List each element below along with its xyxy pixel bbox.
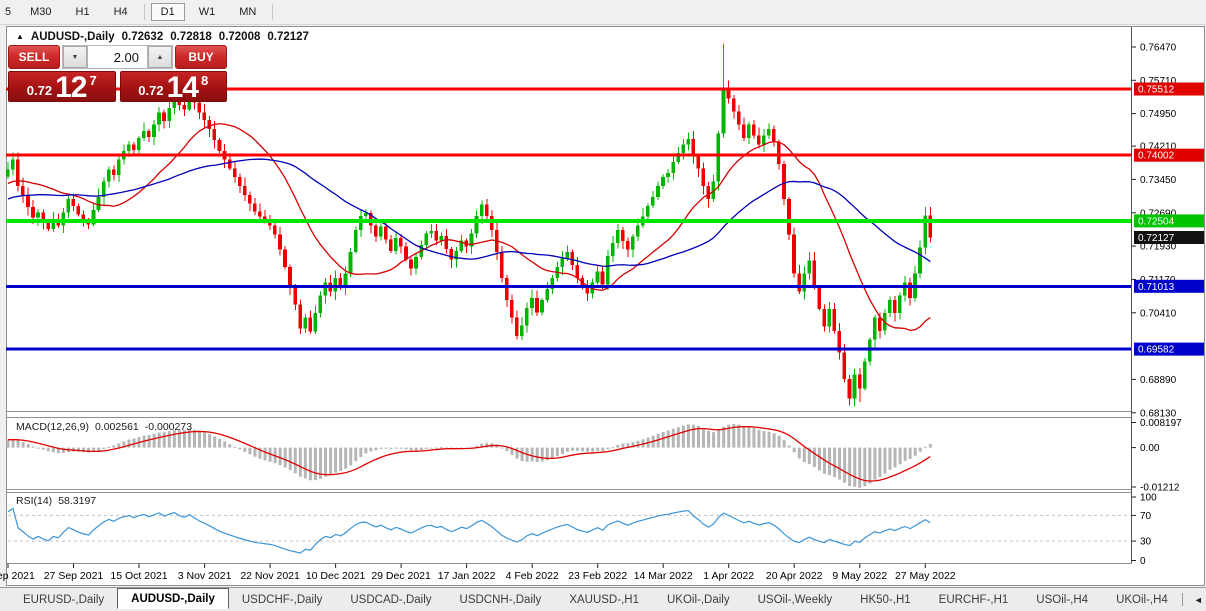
- buy-price-prefix: 0.72: [138, 83, 164, 98]
- volume-input[interactable]: [87, 46, 148, 68]
- tab-xauusd-h1[interactable]: XAUUSD-,H1: [569, 593, 639, 606]
- buy-price-tile[interactable]: 0.72 14 8: [119, 71, 227, 104]
- tab-audusd-daily[interactable]: AUDUSD-,Daily: [117, 588, 229, 609]
- ohlc-close: 0.72127: [267, 31, 309, 43]
- rsi-value: 58.3197: [58, 495, 97, 507]
- tab-usdcad-daily[interactable]: USDCAD-,Daily: [350, 593, 432, 606]
- tab-eurusd-daily[interactable]: EURUSD-,Daily: [23, 593, 105, 606]
- tab-scroll-arrows: ◄ ►: [1181, 593, 1206, 607]
- volume-spinner: ▼ ▲: [62, 45, 173, 69]
- tf-w1[interactable]: W1: [189, 3, 226, 21]
- chart-tab-bar: EURUSD-,Daily AUDUSD-,Daily USDCHF-,Dail…: [0, 587, 1206, 611]
- volume-decrease-button[interactable]: ▼: [63, 46, 87, 68]
- collapse-triangle-icon: ▲: [16, 31, 24, 41]
- macd-indicator-header: MACD(12,26,9) 0.002561 -0.000273: [16, 421, 192, 433]
- timeframe-toolbar: 5 M30 H1 H4 D1 W1 MN: [0, 0, 1206, 25]
- macd-signal-value: -0.000273: [144, 421, 193, 433]
- tab-usoil-h4[interactable]: USOil-,H4: [1036, 593, 1089, 606]
- tf-h1[interactable]: H1: [66, 3, 100, 21]
- ohlc-low: 0.72008: [218, 31, 261, 43]
- tab-hk50-h1[interactable]: HK50-,H1: [860, 593, 911, 606]
- one-click-trading-panel: SELL ▼ ▲ BUY 0.72 12 7 0.72 14 8: [8, 45, 227, 104]
- sell-price-point: 7: [89, 73, 97, 88]
- chart-window: [6, 26, 1205, 586]
- sell-price-tile[interactable]: 0.72 12 7: [8, 71, 116, 104]
- macd-title: MACD(12,26,9): [16, 421, 89, 433]
- buy-price-pips: 14: [166, 71, 199, 104]
- tf-m30[interactable]: M30: [20, 3, 61, 21]
- tab-ukoil-h4[interactable]: UKOil-,H4: [1116, 593, 1168, 606]
- tab-usdchf-daily[interactable]: USDCHF-,Daily: [241, 593, 323, 606]
- rsi-title: RSI(14): [16, 495, 53, 507]
- sell-price-pips: 12: [55, 71, 87, 104]
- tab-usoil-weekly[interactable]: USOil-,Weekly: [757, 593, 833, 606]
- buy-button[interactable]: BUY: [175, 45, 227, 69]
- tf-m15-partial[interactable]: 5: [0, 3, 16, 21]
- ohlc-open: 0.72632: [121, 31, 164, 43]
- ohlc-high: 0.72818: [170, 31, 212, 43]
- rsi-indicator-header: RSI(14) 58.3197: [16, 495, 96, 507]
- toolbar-separator: [143, 4, 145, 20]
- tab-eurchf-h1[interactable]: EURCHF-,H1: [938, 593, 1009, 606]
- sell-button[interactable]: SELL: [8, 45, 60, 69]
- buy-price-point: 8: [200, 73, 209, 88]
- tab-usdcnh-daily[interactable]: USDCNH-,Daily: [459, 593, 542, 606]
- tab-separator: [1181, 593, 1183, 606]
- tf-mn[interactable]: MN: [229, 3, 266, 21]
- tf-h4[interactable]: H4: [104, 3, 138, 21]
- tf-d1[interactable]: D1: [150, 3, 185, 21]
- symbol-name: AUDUSD-,Daily: [30, 31, 115, 43]
- tab-scroll-left-icon[interactable]: ◄: [1184, 593, 1206, 607]
- macd-main-value: 0.002561: [94, 421, 139, 433]
- symbol-ohlc-title: ▲ AUDUSD-,Daily 0.72632 0.72818 0.72008 …: [16, 31, 309, 43]
- tab-ukoil-daily[interactable]: UKOil-,Daily: [666, 593, 730, 606]
- volume-increase-button[interactable]: ▲: [148, 46, 172, 68]
- toolbar-separator: [272, 4, 274, 20]
- sell-price-prefix: 0.72: [26, 83, 53, 98]
